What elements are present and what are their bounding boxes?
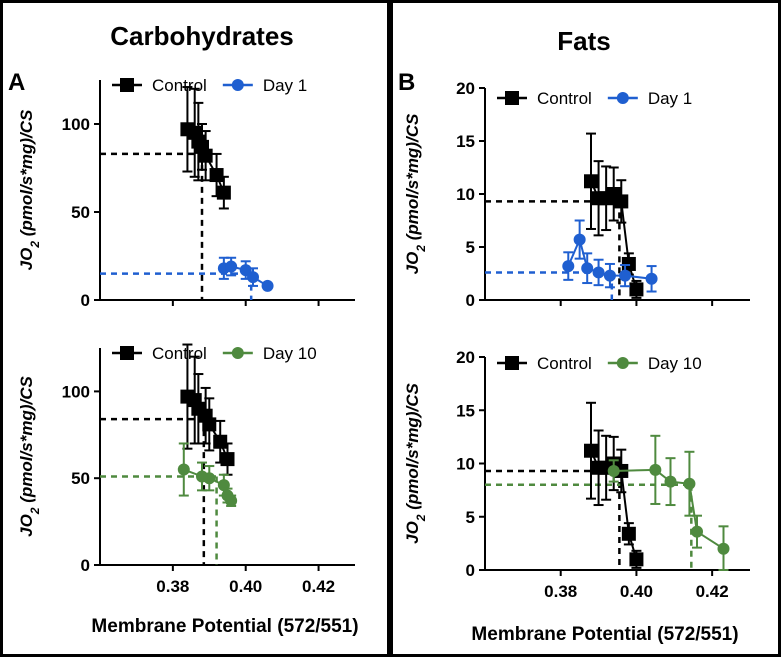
legend-marker — [231, 347, 244, 359]
legend-label: Control — [537, 354, 592, 373]
data-point — [683, 477, 696, 490]
y-axis-title: JO2 (pmol/s*mg)/CS — [17, 376, 42, 537]
legend-label: Control — [537, 89, 592, 108]
data-point — [649, 463, 662, 476]
data-point — [691, 525, 703, 538]
panel-right-border — [390, 0, 781, 657]
data-point — [584, 174, 598, 189]
data-point — [261, 279, 274, 292]
legend-label: Day 10 — [648, 354, 702, 373]
legend-marker — [120, 346, 134, 360]
data-point — [209, 168, 224, 183]
legend-label: Day 1 — [263, 76, 307, 95]
panel-left-title: Carbohydrates — [110, 21, 294, 51]
data-point — [584, 443, 598, 458]
x-tick-label: 0.38 — [156, 577, 189, 596]
y-tick-label: 100 — [62, 115, 90, 134]
y-tick-label: 0 — [466, 561, 475, 580]
legend: Control Day 1 — [497, 89, 692, 108]
data-point — [607, 464, 620, 477]
legend-label: Control — [152, 344, 207, 363]
y-tick-label: 50 — [71, 469, 90, 488]
chart-a-bottom: 0 50 100 0.38 0.40 0.42 JO2 (pmol/s*mg)/CS Cont… — [17, 343, 355, 596]
y-tick-label: 0 — [81, 291, 90, 310]
legend: Control Day 1 — [112, 76, 307, 95]
panel-right-xlabel: Membrane Potential (572/551) — [471, 624, 738, 645]
data-point — [573, 233, 586, 246]
data-point — [717, 542, 730, 555]
data-point — [619, 269, 632, 282]
data-point — [202, 417, 217, 432]
data-point — [592, 266, 605, 279]
x-tick-label: 0.40 — [229, 577, 262, 596]
y-tick-label: 10 — [456, 455, 475, 474]
series-control — [180, 343, 235, 476]
legend: Control Day 10 — [112, 344, 317, 363]
panel-left-letter: A — [8, 69, 25, 96]
y-axis-title: JO2 (pmol/s*mg)/CS — [403, 383, 428, 544]
x-tick-label: 0.40 — [620, 582, 653, 601]
legend-marker — [505, 91, 519, 105]
data-point — [664, 475, 677, 488]
data-point — [562, 260, 575, 273]
data-point — [225, 494, 238, 507]
y-tick-label: 5 — [466, 508, 475, 527]
data-point — [220, 452, 235, 467]
y-tick-label: 20 — [456, 348, 475, 367]
data-point — [581, 262, 594, 275]
y-tick-label: 15 — [456, 132, 475, 151]
panel-left-border — [0, 0, 390, 657]
y-tick-label: 15 — [456, 401, 475, 420]
y-axis-title: JO2 (pmol/s*mg)/CS — [403, 113, 428, 274]
panel-left-xlabel: Membrane Potential (572/551) — [91, 616, 358, 637]
y-tick-label: 5 — [466, 238, 475, 257]
data-point — [177, 463, 190, 476]
data-point — [213, 434, 228, 449]
x-tick-label: 0.42 — [302, 577, 335, 596]
legend-marker — [120, 78, 134, 92]
x-tick-label: 0.42 — [696, 582, 729, 601]
x-tick-label: 0.38 — [544, 582, 577, 601]
data-point — [645, 272, 658, 285]
y-axis-title: JO2 (pmol/s*mg)/CS — [17, 109, 42, 270]
y-tick-label: 50 — [71, 203, 90, 222]
data-point — [203, 472, 216, 485]
legend: Control Day 10 — [497, 354, 702, 373]
legend-marker — [616, 357, 629, 369]
data-point — [621, 526, 636, 541]
chart-b-top: 0 5 10 15 20 JO2 (pmol/s*mg)/CS Control Day 1 — [403, 79, 750, 310]
data-point — [629, 552, 644, 567]
chart-a-top: 0 50 100 JO2 (pmol/s*mg)/CS Control Day 1 — [17, 76, 355, 310]
legend-label: Control — [152, 76, 207, 95]
legend-marker — [231, 79, 244, 91]
series-control — [584, 132, 644, 299]
series-day1 — [217, 256, 274, 292]
panel-right-title: Fats — [557, 26, 610, 56]
data-point — [629, 282, 644, 297]
data-point — [621, 256, 636, 271]
legend-label: Day 10 — [263, 344, 317, 363]
y-tick-label: 20 — [456, 79, 475, 98]
legend-marker — [616, 92, 629, 104]
data-point — [225, 260, 238, 273]
y-tick-label: 0 — [81, 556, 90, 575]
series-day10 — [177, 442, 238, 507]
series-day10 — [607, 434, 730, 571]
y-tick-label: 100 — [62, 382, 90, 401]
legend-label: Day 1 — [648, 89, 692, 108]
series-control — [180, 86, 231, 210]
data-point — [198, 148, 213, 163]
panel-right-letter: B — [398, 69, 415, 96]
legend-marker — [505, 356, 519, 370]
y-tick-label: 10 — [456, 185, 475, 204]
data-point — [603, 269, 616, 282]
data-point — [216, 185, 231, 200]
series-day1 — [562, 219, 658, 293]
data-point — [614, 194, 629, 209]
chart-b-bottom: 0 5 10 15 20 0.38 0.40 0.42 JO2 (pmol/s*mg)/CS Co… — [403, 348, 750, 601]
series-control — [584, 401, 644, 569]
data-point — [247, 271, 259, 284]
y-tick-label: 0 — [466, 291, 475, 310]
